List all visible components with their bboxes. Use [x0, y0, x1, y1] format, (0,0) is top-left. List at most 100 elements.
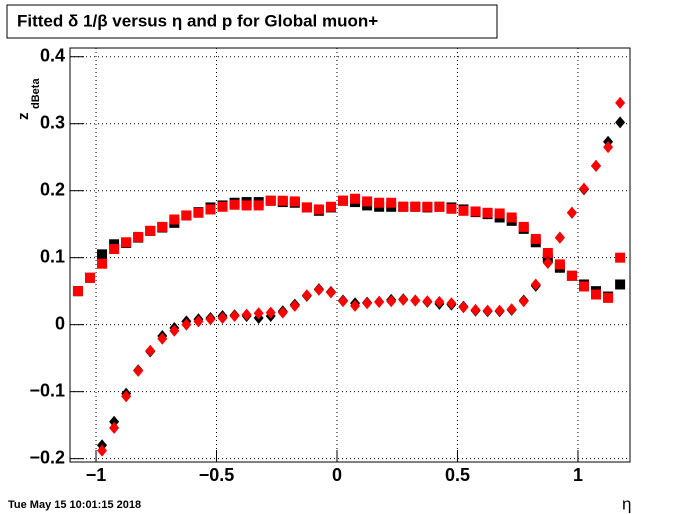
square-marker — [482, 207, 493, 218]
square-marker — [446, 203, 457, 214]
y-tick-label: −0.1 — [29, 380, 65, 400]
square-marker — [325, 201, 336, 212]
diamond-marker — [109, 421, 120, 434]
diamond-marker — [181, 318, 192, 331]
diamond-marker — [603, 141, 614, 154]
y-tick-label: 0.2 — [40, 179, 65, 199]
x-axis-label: η — [622, 494, 631, 513]
diamond-marker — [386, 295, 397, 308]
square-marker — [350, 193, 361, 204]
diamond-marker — [289, 299, 300, 312]
diamond-marker — [205, 313, 216, 326]
square-marker — [289, 196, 300, 207]
square-marker — [265, 195, 276, 206]
diamond-marker — [241, 308, 252, 321]
square-marker — [603, 292, 614, 303]
square-marker — [615, 252, 626, 263]
square-marker — [301, 202, 312, 213]
diamond-marker — [566, 206, 577, 219]
square-marker — [241, 200, 252, 211]
x-tick-label: 0 — [332, 465, 342, 485]
diamond-marker — [338, 295, 349, 308]
diamond-marker — [133, 364, 144, 377]
square-marker — [422, 201, 433, 212]
diamond-marker — [301, 289, 312, 302]
square-marker — [97, 258, 108, 269]
square-marker — [121, 237, 132, 248]
square-marker — [410, 201, 421, 212]
x-tick-label: −0.5 — [199, 465, 235, 485]
square-marker — [591, 289, 602, 300]
square-marker — [109, 243, 120, 254]
diamond-marker — [482, 304, 493, 317]
diamond-marker — [446, 297, 457, 310]
diamond-marker — [506, 303, 517, 316]
diamond-marker — [542, 257, 553, 270]
diamond-marker — [410, 294, 421, 307]
x-tick-label: −1 — [86, 465, 107, 485]
diamond-marker — [615, 96, 626, 109]
y-tick-label: 0.3 — [40, 112, 65, 132]
diamond-marker — [121, 390, 132, 403]
diamond-marker — [325, 286, 336, 299]
square-marker — [566, 270, 577, 281]
diamond-marker — [422, 295, 433, 308]
square-marker — [313, 204, 324, 215]
square-marker — [229, 199, 240, 210]
square-marker — [85, 272, 95, 283]
diamond-marker — [591, 159, 602, 172]
y-label-sub: dBeta — [30, 78, 42, 109]
square-marker — [506, 212, 517, 223]
diamond-marker — [458, 301, 469, 314]
square-marker — [169, 214, 180, 225]
square-marker — [554, 259, 565, 270]
square-marker — [470, 206, 481, 217]
y-tick-label: 0 — [55, 313, 65, 333]
diamond-marker — [615, 116, 626, 129]
square-marker — [253, 200, 264, 211]
diamond-marker — [145, 344, 156, 357]
diamond-marker — [217, 311, 228, 324]
diamond-marker — [157, 332, 168, 345]
square-marker — [615, 279, 626, 290]
square-marker — [386, 197, 397, 208]
diamond-marker — [554, 231, 565, 244]
square-marker — [181, 210, 192, 221]
diamond-marker — [434, 295, 445, 308]
y-tick-label: −0.2 — [29, 447, 65, 467]
square-marker — [338, 195, 349, 206]
diamond-marker — [229, 309, 240, 322]
square-marker — [518, 221, 529, 232]
square-marker — [145, 225, 156, 236]
square-marker — [494, 208, 505, 219]
diamond-marker — [193, 315, 204, 328]
y-tick-label: 0.1 — [40, 246, 65, 266]
diamond-marker — [109, 415, 120, 428]
diamond-marker — [470, 303, 481, 316]
diamond-marker — [374, 295, 385, 308]
square-marker — [205, 204, 216, 215]
square-marker — [530, 233, 541, 244]
square-marker — [374, 197, 385, 208]
diamond-marker — [518, 295, 529, 308]
square-marker — [362, 196, 373, 207]
y-label-main: z — [15, 113, 32, 121]
square-marker — [72, 286, 83, 297]
square-marker — [97, 249, 108, 260]
square-marker — [157, 221, 168, 232]
square-marker — [434, 201, 445, 212]
diamond-marker — [350, 299, 361, 312]
square-marker — [578, 281, 589, 292]
diamond-marker — [253, 307, 264, 320]
square-marker — [217, 201, 228, 212]
diamond-marker — [362, 297, 373, 310]
y-axis-label: z dBeta — [15, 78, 42, 120]
footer: Tue May 15 10:01:15 2018 — [8, 499, 141, 511]
chart-title: Fitted δ 1/β versus η and p for Global m… — [17, 11, 378, 30]
diamond-marker — [494, 304, 505, 317]
diamond-marker — [97, 444, 108, 457]
square-marker — [542, 247, 553, 258]
diamond-marker — [398, 293, 409, 306]
title-box — [6, 4, 498, 39]
